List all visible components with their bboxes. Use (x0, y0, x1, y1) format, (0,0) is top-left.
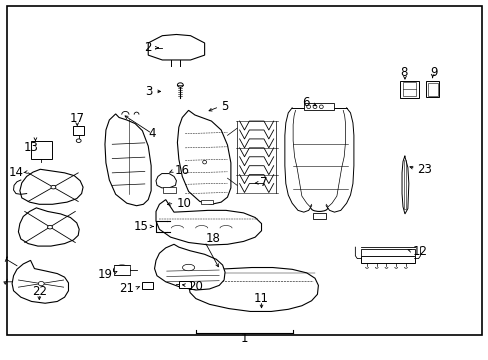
Bar (312, 213, 325, 219)
Text: 3: 3 (144, 85, 152, 98)
Polygon shape (12, 260, 68, 303)
Text: 12: 12 (412, 245, 427, 258)
Text: 15: 15 (133, 220, 148, 233)
Bar (427, 83, 437, 96)
Text: 2: 2 (144, 41, 152, 54)
Text: 5: 5 (221, 100, 228, 113)
Polygon shape (20, 169, 83, 204)
Ellipse shape (202, 160, 206, 164)
Ellipse shape (47, 225, 52, 229)
Ellipse shape (319, 105, 323, 109)
Polygon shape (156, 200, 261, 245)
Text: 18: 18 (205, 233, 220, 246)
Bar (303, 103, 333, 111)
Polygon shape (148, 35, 204, 60)
Bar (201, 200, 212, 204)
Ellipse shape (76, 139, 81, 143)
Text: 6: 6 (302, 96, 309, 109)
Text: 20: 20 (188, 280, 203, 293)
Polygon shape (105, 114, 151, 206)
Bar (361, 256, 414, 263)
Bar (399, 81, 418, 98)
Polygon shape (156, 174, 176, 188)
Bar (402, 82, 415, 96)
Bar (361, 249, 414, 256)
Bar (142, 282, 153, 289)
Ellipse shape (177, 83, 183, 87)
Ellipse shape (182, 264, 194, 271)
Bar (73, 126, 84, 135)
Text: 21: 21 (120, 282, 134, 295)
Text: 9: 9 (429, 66, 436, 78)
Ellipse shape (38, 282, 44, 286)
Bar (179, 281, 191, 288)
Ellipse shape (306, 105, 310, 109)
Bar (30, 141, 52, 158)
Ellipse shape (51, 185, 56, 189)
Polygon shape (401, 156, 408, 214)
Text: 11: 11 (253, 292, 268, 305)
Bar (163, 187, 176, 193)
Text: 4: 4 (148, 127, 156, 140)
Text: 22: 22 (32, 285, 47, 298)
Text: 1: 1 (240, 333, 248, 346)
Text: 7: 7 (260, 176, 267, 189)
Text: 13: 13 (23, 141, 38, 154)
Bar (114, 265, 130, 275)
Ellipse shape (113, 265, 130, 275)
Polygon shape (177, 111, 230, 204)
Text: 16: 16 (174, 164, 189, 177)
Polygon shape (19, 208, 79, 246)
Text: 17: 17 (70, 112, 84, 125)
Bar (425, 81, 439, 97)
Text: 19: 19 (97, 268, 112, 281)
Polygon shape (188, 264, 318, 311)
Text: 10: 10 (176, 197, 191, 210)
Polygon shape (154, 244, 224, 290)
Text: 23: 23 (417, 163, 431, 176)
Text: 8: 8 (400, 66, 407, 78)
Text: 14: 14 (8, 166, 23, 179)
Ellipse shape (312, 105, 316, 109)
